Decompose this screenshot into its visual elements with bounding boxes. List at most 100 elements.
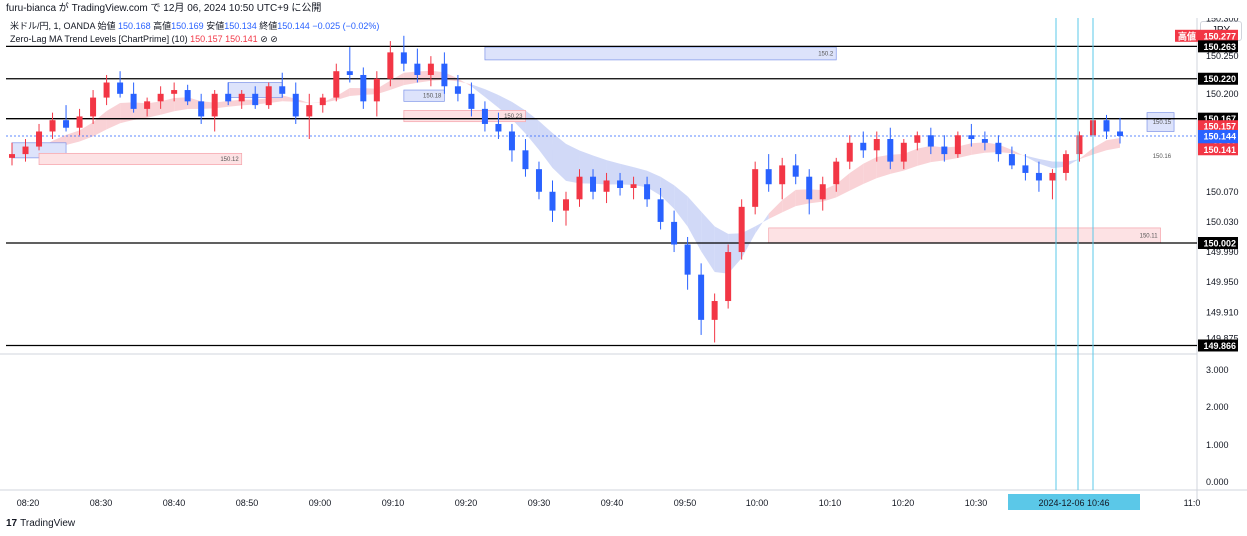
candle-body (103, 82, 110, 98)
candle-body (90, 97, 97, 117)
time-axis: 08:20 08:30 08:40 08:50 09:00 09:10 09:20 09:30… (17, 494, 1200, 510)
high-badge-value: 150.277 (1203, 31, 1236, 41)
ma-band-segment (687, 196, 702, 252)
price-chart[interactable]: 150.12 150.23 150.18 150.2 150.11 150.15 150.1… (0, 18, 1247, 518)
indicator-157-badge-bg (1198, 120, 1238, 133)
candle-body (873, 139, 880, 151)
ma-band-segment (390, 72, 404, 90)
time-tick-label: 08:30 (90, 498, 113, 508)
ma-band-segment (1038, 158, 1053, 169)
ma-band-segment (322, 96, 337, 103)
indicator-line[interactable]: Zero-Lag MA Trend Levels [ChartPrime] (1… (10, 33, 379, 46)
candle-body (860, 142, 867, 151)
candle-body (590, 176, 597, 192)
indicator-141-badge: 150.141 (1203, 145, 1236, 155)
ma-band-segment (484, 89, 499, 108)
ma-band-segment (606, 160, 621, 185)
candle-body (563, 199, 569, 211)
ma-band-segment (566, 143, 580, 184)
candle-body (819, 184, 826, 200)
candle-body (468, 93, 475, 109)
box-label: 150.12 (220, 157, 239, 163)
candle-body (603, 180, 610, 192)
candle-body (968, 135, 975, 140)
change-value: −0.025 (−0.02%) (312, 21, 380, 31)
candle-body (76, 116, 83, 128)
ma-band-segment (1011, 149, 1026, 157)
time-tick-label: 09:10 (382, 498, 405, 508)
candle-body (319, 97, 326, 106)
candle-body (1008, 154, 1015, 166)
level-220-badge: 150.220 (1203, 74, 1236, 84)
ma-band-segment (1079, 147, 1093, 160)
ma-band-segment (795, 189, 810, 207)
candle-body (698, 274, 705, 320)
candle-body (252, 93, 259, 106)
indicator-141-badge-bg (1198, 143, 1238, 156)
ma-band-segment (147, 101, 161, 118)
level-263-badge-bg (1198, 40, 1238, 53)
ma-band-segment (957, 143, 972, 159)
candle-body (157, 93, 164, 102)
ma-band-segment (471, 84, 485, 97)
candle-body (22, 146, 29, 155)
chart-legend: 米ドル/円, 1, OANDA 始値 150.168 高値150.169 安値1… (10, 20, 379, 46)
ma-band-segment (174, 97, 188, 112)
price-axis: 150.300 150.250 150.200 150.070 150.030 149.9… (1206, 18, 1239, 344)
ma-band-segment (593, 155, 607, 185)
ma-band-segment (214, 100, 229, 109)
ma-band-segment (552, 133, 566, 181)
ma-band-segment (647, 170, 661, 196)
ma-band-segment (971, 142, 985, 155)
time-cursor-label: 2024-12-06 10:46 (1038, 498, 1109, 508)
tradingview-logo: 17 (6, 518, 18, 529)
ma-band-segment (660, 176, 675, 209)
ma-band-segment (66, 130, 80, 145)
ma-band-segment (538, 121, 553, 168)
box-label: 150.15 (1153, 120, 1172, 126)
candle-body (806, 176, 813, 200)
price-tick-label: 150.250 (1206, 51, 1239, 61)
candle-body (941, 146, 948, 155)
brand-text: TradingView (20, 518, 76, 529)
indicator-axis: 3.000 2.000 1.000 0.000 (1206, 365, 1229, 487)
candle-body (306, 105, 313, 117)
ma-band-segment (457, 78, 472, 87)
ma-band-segment (79, 122, 94, 142)
visibility-icon[interactable]: ⊘ ⊘ (260, 34, 278, 44)
level-220-badge-bg (1198, 72, 1238, 85)
indicator-value-1: 150.157 (190, 34, 223, 44)
ma-band-segment (876, 154, 891, 179)
time-tick-label: 10:20 (892, 498, 915, 508)
ma-band-segment (282, 95, 296, 102)
candle-body (1103, 120, 1110, 132)
ma-band-segment (187, 97, 202, 109)
indicator-tick-label: 1.000 (1206, 440, 1229, 450)
candle-body (711, 301, 718, 320)
ma-band-segment (714, 226, 729, 274)
time-cursor-badge (1008, 494, 1140, 510)
candlesticks (9, 35, 1123, 343)
ma-band-segment (525, 110, 539, 150)
time-tick-label: 09:30 (528, 498, 551, 508)
candle-body (900, 142, 907, 162)
ma-band-segment (1092, 140, 1107, 155)
trend-level-box (403, 89, 445, 102)
candle-body (752, 169, 759, 207)
candle-body (130, 93, 137, 109)
candle-body (671, 221, 678, 245)
time-tick-label: 10:10 (819, 498, 842, 508)
candle-body (1117, 131, 1123, 137)
ma-band-segment (620, 163, 634, 186)
ma-band-segment (822, 184, 837, 202)
candle-body (738, 206, 745, 253)
candle-body (833, 161, 840, 185)
box-label: 150.16 (1153, 154, 1172, 160)
ma-band-segment (890, 153, 904, 174)
candle-body (279, 86, 286, 94)
open-value: 150.168 (118, 21, 151, 31)
candle-body (617, 180, 624, 188)
price-tick-label: 149.990 (1206, 247, 1239, 257)
ma-band-segment (336, 88, 350, 101)
price-tick-label: 150.070 (1206, 187, 1239, 197)
